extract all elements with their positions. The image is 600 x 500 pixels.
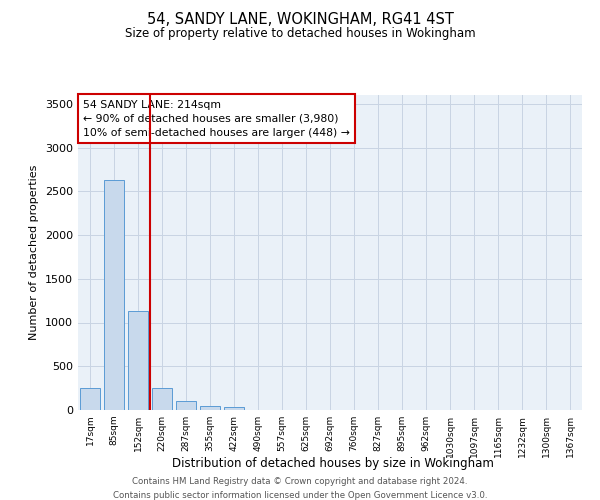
Bar	[200, 406, 220, 410]
Text: Distribution of detached houses by size in Wokingham: Distribution of detached houses by size …	[172, 458, 494, 470]
Text: 54, SANDY LANE, WOKINGHAM, RG41 4ST: 54, SANDY LANE, WOKINGHAM, RG41 4ST	[146, 12, 454, 28]
Text: Contains HM Land Registry data © Crown copyright and database right 2024.: Contains HM Land Registry data © Crown c…	[132, 478, 468, 486]
Text: Size of property relative to detached houses in Wokingham: Size of property relative to detached ho…	[125, 28, 475, 40]
Text: Contains public sector information licensed under the Open Government Licence v3: Contains public sector information licen…	[113, 491, 487, 500]
Y-axis label: Number of detached properties: Number of detached properties	[29, 165, 40, 340]
Bar	[128, 311, 148, 410]
Bar	[224, 406, 244, 410]
Bar	[176, 401, 196, 410]
Bar	[104, 180, 124, 410]
Bar	[80, 388, 100, 410]
Text: 54 SANDY LANE: 214sqm
← 90% of detached houses are smaller (3,980)
10% of semi-d: 54 SANDY LANE: 214sqm ← 90% of detached …	[83, 100, 350, 138]
Bar	[152, 388, 172, 410]
